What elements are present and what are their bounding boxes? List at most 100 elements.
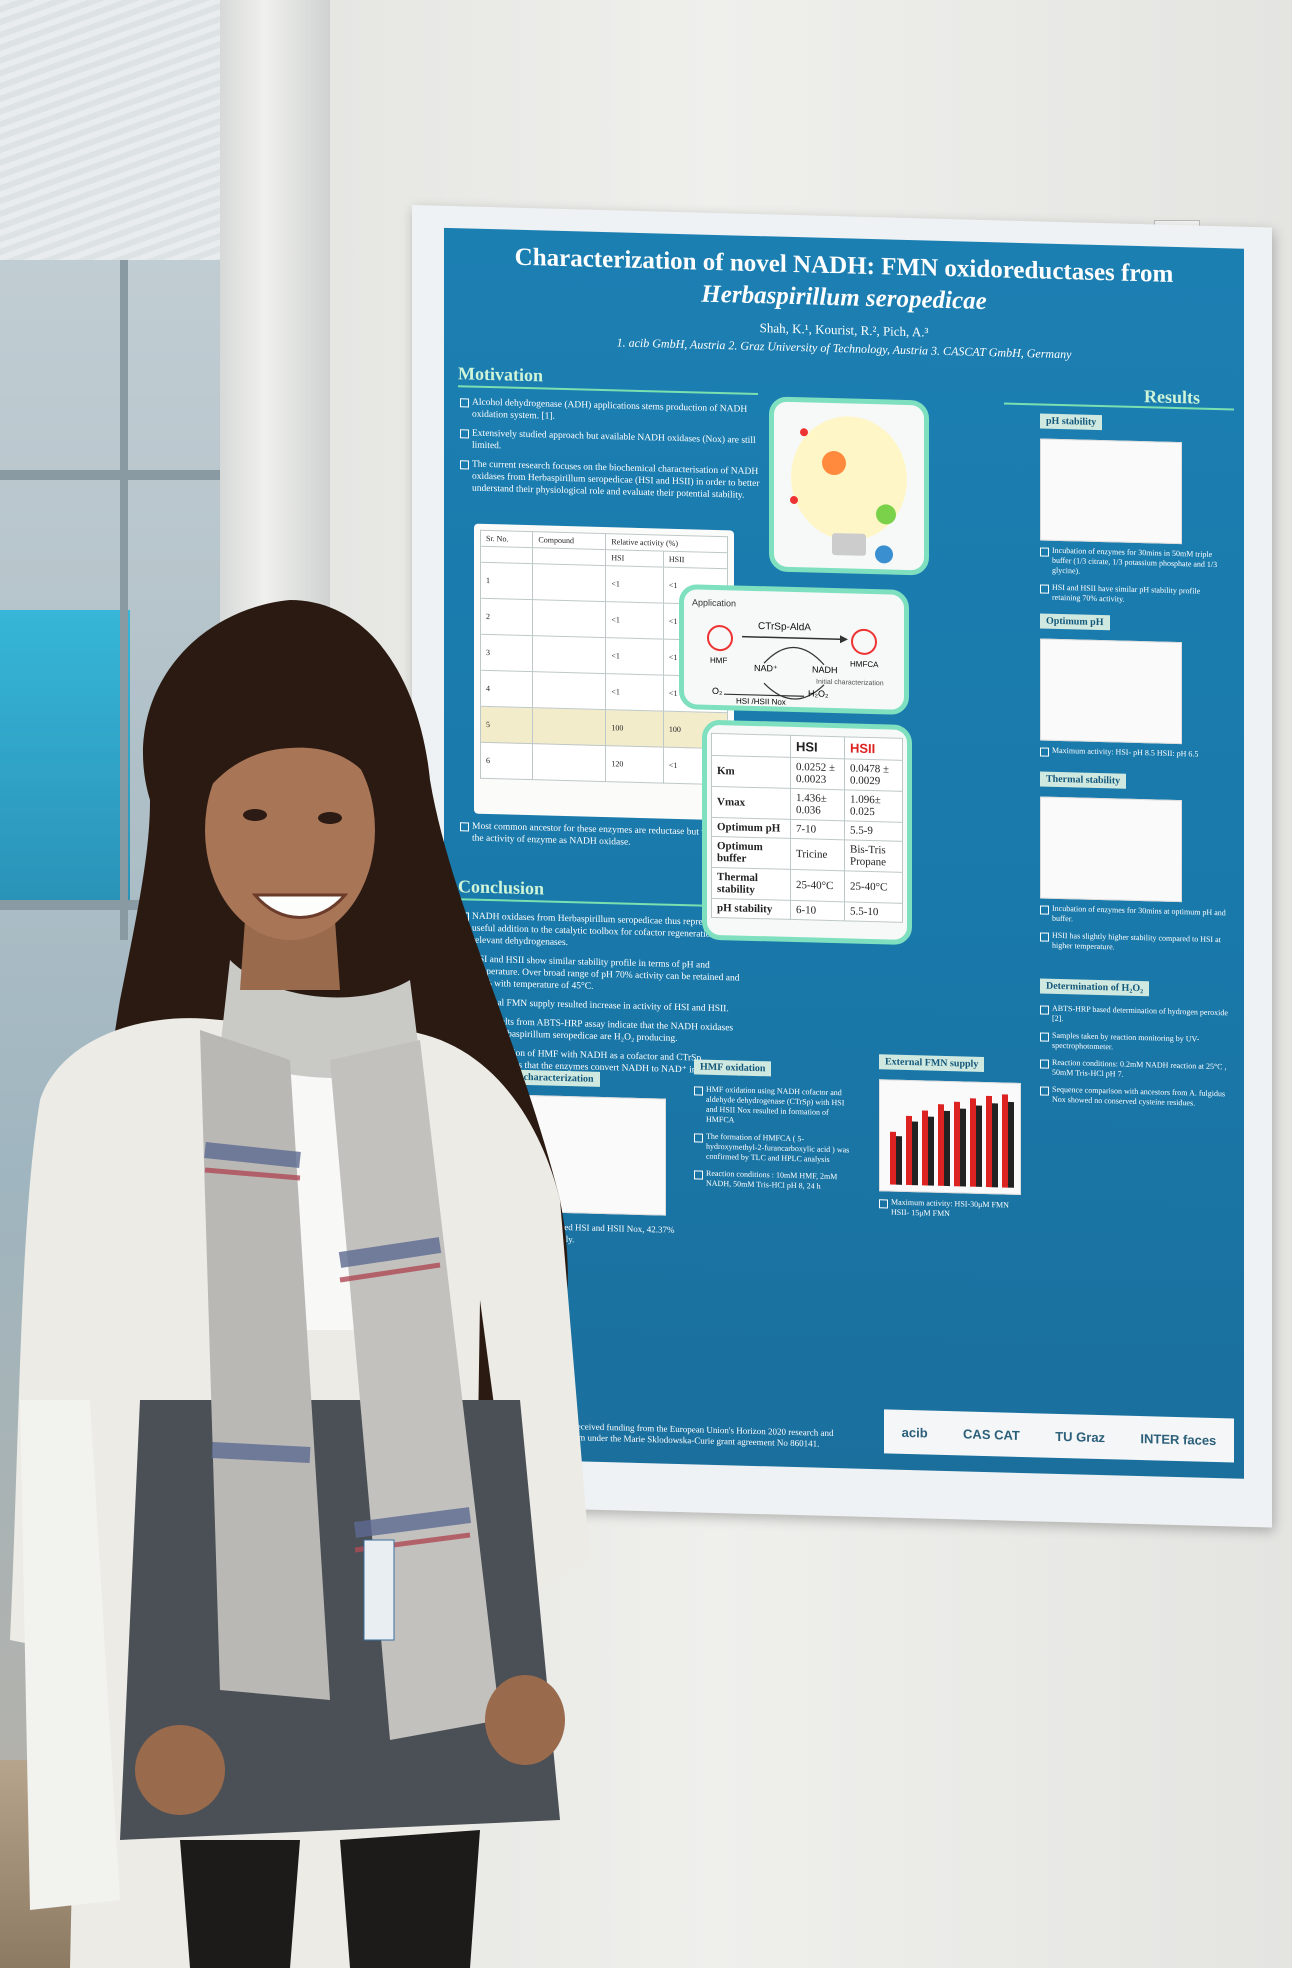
kinetics-table-frame: HSI HSII Km 0.0252 ± 0.0023 0.0478 ± 0.002… bbox=[702, 719, 912, 946]
fmn-supply-label: External FMN supply bbox=[879, 1054, 985, 1072]
bullet: Maximum activity: HSI-30μM FMN HSII- 15μ… bbox=[879, 1197, 1029, 1221]
table-cell: 4 bbox=[480, 670, 533, 708]
hmf-bullets: HMF oxidation using NADH cofactor and al… bbox=[694, 1084, 854, 1199]
acknowledgement: This project has received funding from t… bbox=[514, 1419, 834, 1449]
bullet: Incubation of enzymes for 30mins at opti… bbox=[1040, 903, 1230, 928]
ph-stability-label: pH stability bbox=[1040, 413, 1103, 431]
table-cell: Optimum pH bbox=[711, 817, 791, 839]
table-cell: 5.5-10 bbox=[844, 901, 903, 923]
results-heading: Results bbox=[1144, 386, 1201, 408]
table-cell: 7-10 bbox=[790, 819, 845, 840]
window-glass bbox=[0, 610, 130, 900]
table-header: Compound bbox=[532, 531, 606, 550]
table-cell: 2 bbox=[480, 598, 533, 636]
bullet: HSII has slightly higher stability compa… bbox=[1040, 930, 1230, 955]
scheme-nadh: NADH bbox=[812, 664, 838, 676]
table-cell: Thermal stability bbox=[711, 867, 791, 901]
table-cell: 100 bbox=[605, 709, 664, 748]
bullet: Reaction conditions : 10mM HMF, 2mM NADH… bbox=[694, 1168, 854, 1192]
table-header: HSI bbox=[605, 549, 664, 568]
scheme-application: Application bbox=[692, 597, 737, 609]
table-cell: 3 bbox=[480, 634, 533, 672]
fmn-bar-chart bbox=[890, 1094, 1014, 1188]
table-header: HSII bbox=[844, 736, 903, 761]
sponsor-logos: acib CAS CAT TU Graz INTER faces bbox=[884, 1409, 1234, 1463]
window-frame bbox=[0, 900, 240, 910]
kinetic-char-text: FMN content of purified HSI and HSII Nox… bbox=[484, 1219, 675, 1245]
bullet: Extensively studied approach but availab… bbox=[460, 427, 760, 459]
thermal-stability-chart bbox=[1040, 796, 1182, 903]
structure-drawing bbox=[532, 635, 606, 674]
table-header: Sr. No. bbox=[480, 530, 533, 548]
bullet: HSI and HSII have similar pH stability p… bbox=[1040, 582, 1230, 607]
table-cell: Optimum buffer bbox=[711, 836, 791, 870]
fmn-bar-hsii bbox=[922, 1110, 928, 1186]
structure-drawing bbox=[532, 707, 606, 746]
fmn-bar-hsi bbox=[960, 1108, 966, 1187]
table-header: HSII bbox=[663, 551, 728, 569]
bullet: Maximum activity: HSI- pH 8.5 HSII: pH 6… bbox=[1040, 745, 1230, 760]
poster-title: Characterization of novel NADH: FMN oxid… bbox=[464, 240, 1224, 324]
optimum-ph-bullets: Maximum activity: HSI- pH 8.5 HSII: pH 6… bbox=[1040, 745, 1230, 767]
h2o2-bullets: ABTS-HRP based determination of hydrogen… bbox=[1040, 1003, 1230, 1116]
divider bbox=[458, 898, 738, 908]
fmn-bar-hsi bbox=[912, 1121, 918, 1186]
bullet: The results from ABTS-HRP assay indicate… bbox=[460, 1015, 750, 1047]
fmn-bar-hsii bbox=[890, 1131, 896, 1185]
scheme-enzyme: CTrSp-AldA bbox=[758, 621, 811, 634]
bullet: The current research focuses on the bioc… bbox=[460, 458, 760, 502]
table-cell: 6-10 bbox=[790, 900, 845, 921]
fmn-bullets: Maximum activity: HSI-30μM FMN HSII- 15μ… bbox=[879, 1197, 1029, 1228]
bullet: The formation of HMFCA ( 5-hydroxymethyl… bbox=[694, 1131, 854, 1165]
kinetic-chart bbox=[504, 1094, 666, 1216]
optimum-ph-label: Optimum pH bbox=[1040, 613, 1110, 631]
fmn-bar-hsi bbox=[928, 1116, 934, 1186]
table-cell: Tricine bbox=[790, 838, 845, 871]
thermal-stability-label: Thermal stability bbox=[1040, 771, 1127, 789]
table-cell: <1 bbox=[605, 601, 664, 640]
fmn-chart bbox=[879, 1079, 1021, 1195]
table-cell: 5.5-9 bbox=[844, 820, 903, 842]
table-header bbox=[711, 733, 791, 758]
optimum-ph-chart bbox=[1040, 638, 1182, 745]
title-line-2: Herbaspirillum seropedicae bbox=[701, 280, 987, 316]
h2o2-label: Determination of H₂O₂ bbox=[1040, 978, 1150, 997]
bullet: Samples taken by reaction monitoring by … bbox=[1040, 1030, 1230, 1055]
table-cell: 0.0478 ± 0.0029 bbox=[844, 758, 903, 792]
ph-stability-bullets: Incubation of enzymes for 30mins in 50mM… bbox=[1040, 545, 1230, 614]
partition-edge bbox=[220, 0, 330, 1968]
bullet: ABTS-HRP based determination of hydrogen… bbox=[1040, 1003, 1230, 1028]
fmn-bar-hsii bbox=[970, 1098, 976, 1187]
bullet: Incubation of enzymes for 30mins in 50mM… bbox=[1040, 545, 1230, 580]
thermal-bullets: Incubation of enzymes for 30mins at opti… bbox=[1040, 903, 1230, 962]
bullet: Sequence comparison with ancestors from … bbox=[1040, 1084, 1230, 1109]
fmn-bar-hsi bbox=[896, 1136, 902, 1185]
scheme-hmfca: HMFCA bbox=[850, 659, 879, 670]
table-cell: 1.096± 0.025 bbox=[844, 789, 903, 823]
kinetic-char-label: Kinetic characterization bbox=[484, 1068, 600, 1087]
enzyme-illustration bbox=[769, 396, 929, 576]
acib-logo: acib bbox=[901, 1424, 928, 1441]
tugraz-logo: TU Graz bbox=[1055, 1428, 1106, 1445]
research-poster: Characterization of novel NADH: FMN oxid… bbox=[412, 205, 1272, 1528]
reaction-diagram bbox=[707, 625, 877, 700]
poster-content: Characterization of novel NADH: FMN oxid… bbox=[444, 227, 1244, 1479]
table-cell: 25-40°C bbox=[790, 869, 845, 902]
table-cell: 25-40°C bbox=[844, 870, 903, 904]
table-header: HSI bbox=[790, 735, 845, 759]
table-cell: <1 bbox=[605, 565, 664, 604]
motivation-bullets: Alcohol dehydrogenase (ADH) applications… bbox=[460, 396, 760, 509]
table-cell: <1 bbox=[605, 637, 664, 676]
structure-drawing bbox=[532, 671, 606, 710]
interfaces-logo: INTER faces bbox=[1140, 1430, 1217, 1448]
table-cell: 0.0252 ± 0.0023 bbox=[790, 757, 845, 790]
structure-drawing bbox=[532, 743, 606, 782]
fmn-bar-hsii bbox=[906, 1115, 912, 1186]
fmn-bar-hsii bbox=[986, 1095, 992, 1188]
scheme-nox: HSI /HSII Nox bbox=[736, 696, 786, 707]
scheme-hmf: HMF bbox=[710, 655, 728, 666]
structure-drawing bbox=[532, 563, 606, 602]
window-frame bbox=[120, 260, 128, 940]
lightbulb-illustration bbox=[790, 416, 907, 564]
conclusion-heading: Conclusion bbox=[458, 876, 545, 899]
